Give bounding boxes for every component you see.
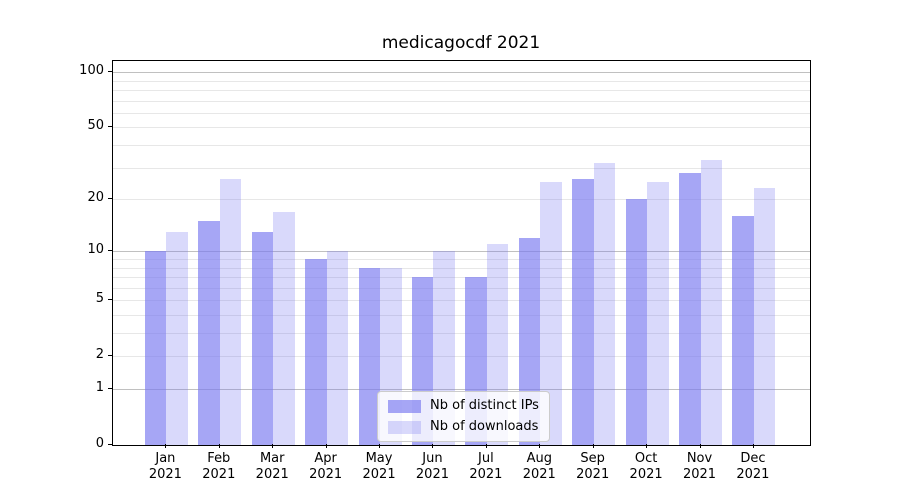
gridline-minor	[113, 199, 810, 201]
x-tick	[485, 444, 487, 448]
gridline-minor	[113, 259, 810, 260]
gridline-minor	[113, 277, 810, 279]
bar-distinct-ips-nov	[679, 172, 701, 445]
legend: Nb of distinct IPs Nb of downloads	[377, 391, 550, 442]
y-tick-label: 1	[95, 380, 104, 395]
y-tick	[108, 388, 112, 389]
plot-area: Nb of distinct IPs Nb of downloads	[112, 60, 811, 446]
gridline-minor	[113, 90, 810, 92]
x-tick-label: Dec 2021	[736, 451, 770, 482]
legend-label-downloads: Nb of downloads	[430, 419, 539, 434]
y-tick-label: 50	[87, 118, 104, 134]
bar-downloads-mar	[273, 211, 295, 445]
gridline-minor	[113, 112, 810, 114]
bar-distinct-ips-dec	[732, 216, 754, 445]
x-tick	[379, 444, 381, 448]
x-tick-label: Aug 2021	[522, 451, 556, 482]
x-tick	[325, 444, 327, 448]
x-tick-label: Oct 2021	[629, 451, 663, 482]
gridline-minor	[113, 300, 810, 302]
bar-downloads-nov	[700, 160, 722, 445]
chart-title: medicagocdf 2021	[381, 33, 541, 53]
bar-downloads-sep	[593, 162, 616, 445]
gridline-minor	[113, 127, 810, 129]
bar-downloads-aug	[540, 181, 562, 445]
x-tick	[165, 444, 167, 448]
x-tick-label: Jan 2021	[148, 451, 182, 482]
x-tick	[646, 444, 648, 448]
y-tick-label: 5	[95, 291, 104, 307]
gridline-minor	[113, 167, 810, 169]
x-tick	[699, 444, 701, 448]
y-tick	[108, 299, 112, 301]
bar-downloads-dec	[753, 188, 776, 445]
legend-item-distinct-ips: Nb of distinct IPs	[388, 398, 539, 414]
x-tick	[218, 444, 220, 448]
y-tick	[108, 250, 112, 252]
bar-downloads-oct	[647, 181, 669, 445]
x-tick-label: May 2021	[362, 451, 396, 482]
bar-distinct-ips-jan	[144, 251, 167, 445]
legend-swatch-downloads-icon	[388, 420, 421, 434]
bar-distinct-ips-oct	[625, 199, 648, 445]
x-tick	[539, 444, 541, 448]
gridline-major	[113, 389, 810, 390]
x-tick	[592, 444, 594, 448]
y-tick-label: 20	[87, 190, 104, 206]
x-tick-label: Sep 2021	[576, 451, 610, 482]
bar-distinct-ips-may	[358, 267, 381, 445]
gridline-minor	[113, 356, 810, 358]
x-tick	[752, 444, 754, 448]
x-tick	[272, 444, 274, 448]
y-tick	[108, 355, 112, 357]
x-tick-label: Nov 2021	[682, 451, 717, 482]
y-tick-label: 100	[79, 63, 104, 79]
x-tick-label: Apr 2021	[309, 451, 343, 482]
y-tick	[108, 126, 112, 128]
x-tick-label: Mar 2021	[255, 451, 289, 482]
x-tick	[432, 444, 434, 448]
y-tick	[108, 444, 112, 445]
gridline-minor	[113, 333, 810, 335]
gridline-minor	[113, 267, 810, 269]
gridline-minor	[113, 100, 810, 102]
y-tick	[108, 198, 112, 200]
gridline-major	[113, 72, 810, 74]
gridline-minor	[113, 80, 810, 82]
y-tick-label: 0	[95, 436, 104, 451]
gridline-minor	[113, 314, 810, 316]
y-tick	[108, 71, 112, 73]
legend-item-downloads: Nb of downloads	[388, 419, 539, 435]
bar-distinct-ips-feb	[198, 221, 220, 445]
legend-label-distinct-ips: Nb of distinct IPs	[430, 398, 539, 413]
gridline-minor	[113, 287, 810, 289]
bar-distinct-ips-apr	[305, 259, 327, 445]
gridline-major	[113, 251, 810, 253]
bar-downloads-jan	[166, 231, 188, 445]
y-tick-label: 2	[95, 347, 104, 363]
x-tick-label: Jul 2021	[469, 451, 503, 482]
bar-distinct-ips-mar	[251, 231, 274, 445]
bar-downloads-apr	[326, 251, 349, 445]
gridline-minor	[113, 145, 810, 147]
legend-swatch-distinct-ips-icon	[388, 399, 421, 413]
y-tick-label: 10	[87, 242, 104, 258]
bar-distinct-ips-sep	[572, 178, 594, 445]
bar-downloads-feb	[219, 178, 242, 445]
x-tick-label: Jun 2021	[415, 451, 449, 482]
x-tick-label: Feb 2021	[202, 451, 236, 482]
